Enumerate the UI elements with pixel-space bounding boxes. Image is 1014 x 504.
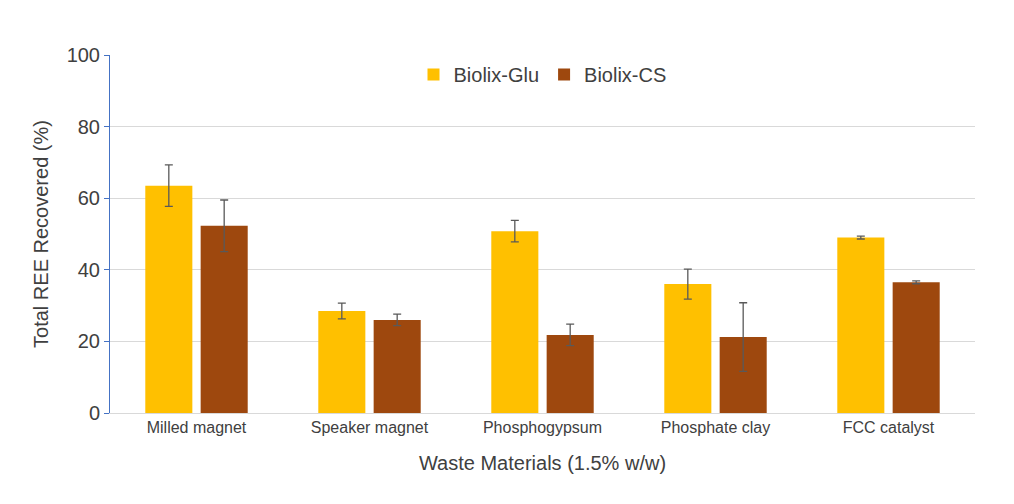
svg-text:FCC catalyst: FCC catalyst [843,419,935,436]
svg-text:Speaker magnet: Speaker magnet [311,419,429,436]
svg-text:0: 0 [89,402,100,424]
svg-text:Total REE Recovered (%): Total REE Recovered (%) [30,120,52,348]
svg-text:Waste Materials (1.5% w/w): Waste Materials (1.5% w/w) [419,452,666,474]
svg-text:100: 100 [67,44,100,66]
svg-text:Biolix-Glu: Biolix-Glu [454,64,540,86]
svg-text:80: 80 [78,116,100,138]
svg-text:60: 60 [78,187,100,209]
svg-text:Phosphate clay: Phosphate clay [661,419,770,436]
svg-text:20: 20 [78,330,100,352]
svg-text:Biolix-CS: Biolix-CS [584,64,666,86]
svg-text:40: 40 [78,259,100,281]
svg-text:Milled magnet: Milled magnet [147,419,247,436]
svg-text:Phosphogypsum: Phosphogypsum [483,419,602,436]
